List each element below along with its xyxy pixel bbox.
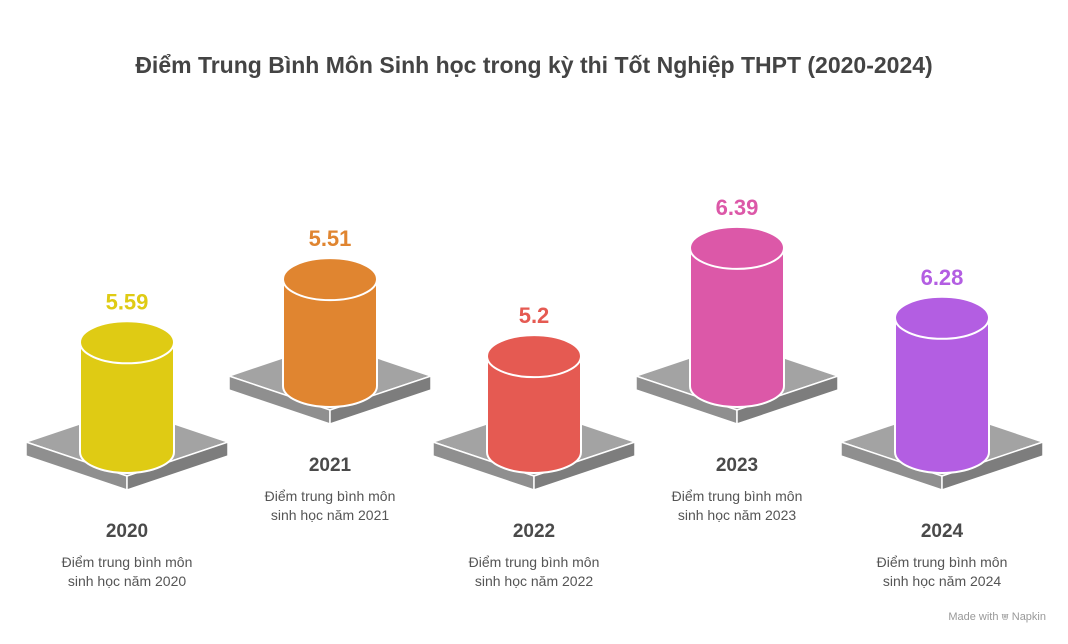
bar-top-2024 xyxy=(894,295,990,340)
category-label-2021: 2021 xyxy=(308,455,352,476)
bar-group-2024: 6.28 xyxy=(838,265,1046,492)
value-label-2024: 6.28 xyxy=(921,265,964,290)
description-label-2023: Điểm trung bình môn sinh học năm 2023 xyxy=(637,487,837,525)
description-line: Điểm trung bình môn xyxy=(876,554,1008,570)
bar-2020 xyxy=(79,341,175,474)
description-label-2020: Điểm trung bình môn sinh học năm 2020 xyxy=(27,553,227,591)
bar-group-2021: 5.51 xyxy=(226,226,434,426)
bar-group-2020: 5.59 xyxy=(23,289,231,492)
description-label-2022: Điểm trung bình môn sinh học năm 2022 xyxy=(434,553,634,591)
napkin-logo-icon: ⩐ xyxy=(1001,611,1009,623)
bar-2021 xyxy=(282,278,378,408)
description-label-2024: Điểm trung bình môn sinh học năm 2024 xyxy=(842,553,1042,591)
description-line: sinh học năm 2021 xyxy=(270,507,390,523)
value-label-2023: 6.39 xyxy=(716,195,759,220)
description-label-2021: Điểm trung bình môn sinh học năm 2021 xyxy=(230,487,430,525)
watermark-brand: Napkin xyxy=(1011,611,1046,623)
bar-top-2023 xyxy=(689,225,785,270)
description-line: Điểm trung bình môn xyxy=(671,488,803,504)
bars-layer: 5.59 5.51 5.2 6.39 6.28 xyxy=(23,195,1046,492)
description-line: sinh học năm 2020 xyxy=(67,573,187,589)
value-label-2021: 5.51 xyxy=(309,226,352,251)
description-line: Điểm trung bình môn xyxy=(468,554,600,570)
chart-title: Điểm Trung Bình Môn Sinh học trong kỳ th… xyxy=(135,52,933,78)
description-line: sinh học năm 2022 xyxy=(474,573,594,589)
watermark-prefix: Made with xyxy=(948,611,999,623)
category-label-2023: 2023 xyxy=(715,455,759,476)
description-line: sinh học năm 2023 xyxy=(677,507,797,523)
category-label-2020: 2020 xyxy=(105,521,149,542)
bar-top-2021 xyxy=(282,257,378,302)
watermark: Made with ⩐ Napkin xyxy=(948,611,1046,624)
bar-2023 xyxy=(689,246,785,408)
category-label-2024: 2024 xyxy=(920,521,964,542)
value-label-2022: 5.2 xyxy=(519,303,550,328)
bar-group-2023: 6.39 xyxy=(633,195,841,426)
bar-top-2022 xyxy=(486,334,582,379)
category-label-2022: 2022 xyxy=(512,521,556,542)
bar-group-2022: 5.2 xyxy=(430,303,638,492)
description-line: Điểm trung bình môn xyxy=(264,488,396,504)
value-label-2020: 5.59 xyxy=(106,289,149,314)
description-line: Điểm trung bình môn xyxy=(61,554,193,570)
bar-top-2020 xyxy=(79,320,175,365)
bar-2024 xyxy=(894,316,990,474)
description-line: sinh học năm 2024 xyxy=(882,573,1002,589)
bar-2022 xyxy=(486,355,582,474)
